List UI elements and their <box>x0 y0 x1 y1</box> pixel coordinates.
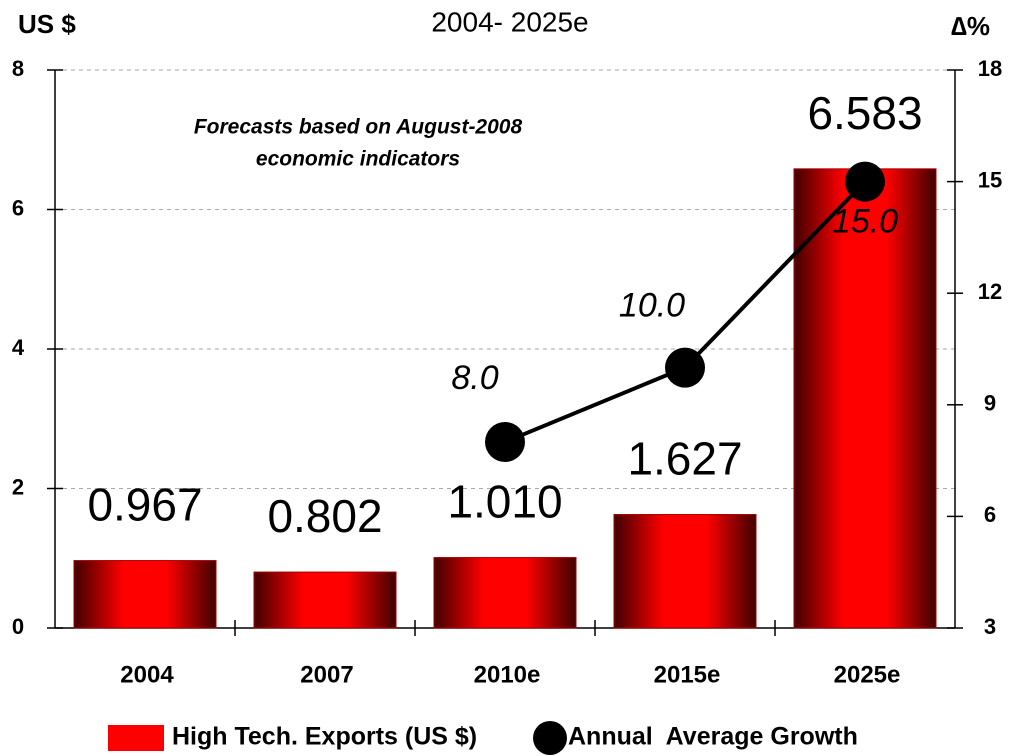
legend-label: Annual Average Growth <box>568 723 858 751</box>
x-tick-label: 2007 <box>300 661 353 688</box>
bar <box>433 557 577 629</box>
annotation: Forecasts based on August-2008 <box>194 116 523 139</box>
y2-axis-label: ∆% <box>951 11 990 41</box>
y2-tick-label: 15 <box>978 167 1002 192</box>
y-tick-label: 0 <box>12 614 24 639</box>
point <box>485 422 525 462</box>
x-tick-label: 2004 <box>120 661 174 688</box>
bar <box>793 168 937 629</box>
data-label: 6.583 <box>807 87 922 139</box>
bar <box>73 560 217 629</box>
data-label: 10.0 <box>619 287 685 325</box>
data-label: 0.802 <box>267 490 382 542</box>
y2-tick-label: 12 <box>978 279 1002 304</box>
y2-tick-label: 9 <box>984 391 996 416</box>
y-tick-label: 4 <box>12 335 25 360</box>
data-label: 1.010 <box>447 476 562 528</box>
chart-title: 2004- 2025e <box>431 6 588 37</box>
data-label: 0.967 <box>87 479 202 531</box>
data-label: 1.627 <box>627 433 742 485</box>
legend-label: High Tech. Exports (US $) <box>172 723 477 751</box>
y-tick-label: 6 <box>12 195 24 220</box>
x-tick-label: 2025e <box>834 661 901 688</box>
y2-tick-label: 6 <box>984 502 996 527</box>
y-tick-label: 2 <box>12 474 24 499</box>
y2-tick-label: 18 <box>978 56 1002 81</box>
y2-tick-label: 3 <box>984 614 996 639</box>
bar <box>613 514 757 629</box>
x-tick-label: 2015e <box>654 661 721 688</box>
data-label: 15.0 <box>832 203 898 241</box>
bar <box>253 571 397 629</box>
y-axis-label: US $ <box>18 9 76 39</box>
x-tick-label: 2010e <box>474 661 541 688</box>
legend-swatch <box>108 725 164 751</box>
data-label: 8.0 <box>451 359 498 397</box>
legend-swatch <box>533 721 567 755</box>
annotation: economic indicators <box>256 148 460 171</box>
point <box>665 347 705 388</box>
y-tick-label: 8 <box>12 56 24 81</box>
point <box>845 161 885 202</box>
